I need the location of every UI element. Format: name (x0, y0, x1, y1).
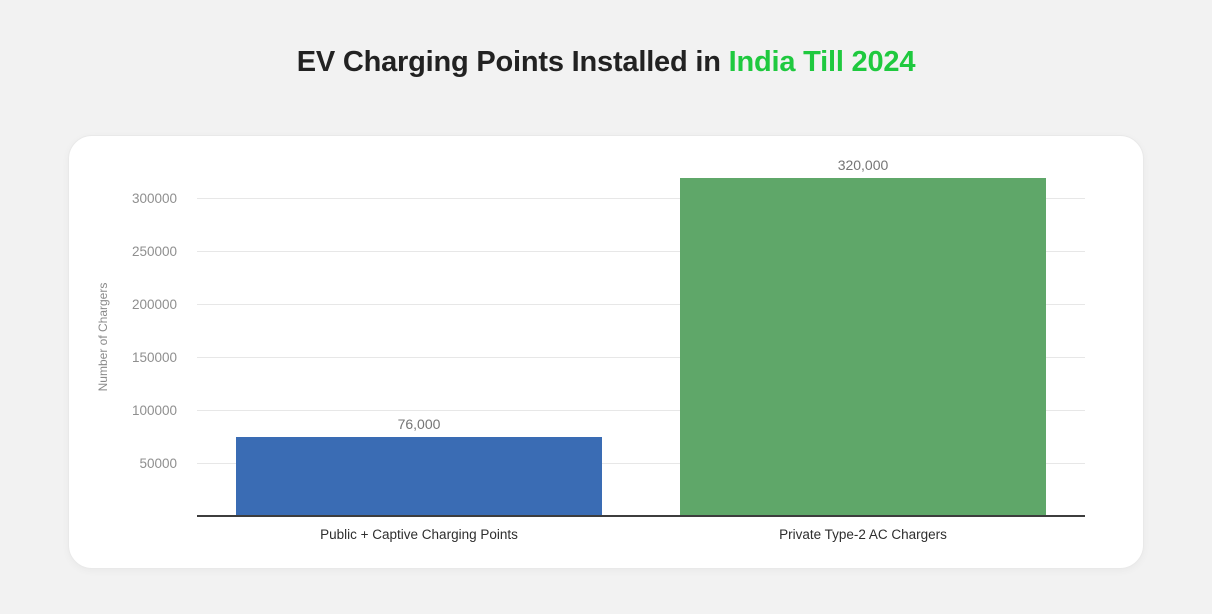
x-axis-labels: Public + Captive Charging Points Private … (197, 527, 1085, 549)
bar-value-label: 76,000 (397, 416, 441, 432)
y-tick-label: 100000 (131, 403, 177, 419)
page-title: EV Charging Points Installed in India Ti… (0, 46, 1212, 79)
chart-card: Number of Chargers 50000 100000 150000 2000… (68, 135, 1144, 569)
gridline (197, 304, 1085, 306)
y-tick-label: 150000 (131, 350, 177, 366)
bar-chart: Number of Chargers 50000 100000 150000 2000… (69, 136, 1143, 568)
page-title-prefix: EV Charging Points Installed in (296, 46, 729, 78)
gridline (197, 251, 1085, 253)
x-category-label: Public + Captive Charging Points (320, 527, 518, 542)
y-tick-label: 250000 (131, 244, 177, 260)
page-title-highlight: India Till 2024 (728, 46, 916, 78)
bar-value-label: 320,000 (837, 157, 889, 173)
gridline (197, 357, 1085, 359)
y-tick-label: 300000 (131, 191, 177, 207)
gridline (197, 463, 1085, 465)
bar-2 (680, 178, 1046, 517)
bar-1 (236, 437, 602, 517)
x-axis-line (197, 515, 1085, 517)
gridline (197, 198, 1085, 200)
x-category-label: Private Type-2 AC Chargers (779, 527, 947, 542)
y-tick-label: 200000 (131, 297, 177, 313)
plot-area: 76,000 320,000 (197, 157, 1085, 517)
y-tick-label: 50000 (139, 456, 177, 472)
gridline (197, 410, 1085, 412)
y-axis-ticks: 50000 100000 150000 200000 250000 300000 (69, 157, 187, 517)
